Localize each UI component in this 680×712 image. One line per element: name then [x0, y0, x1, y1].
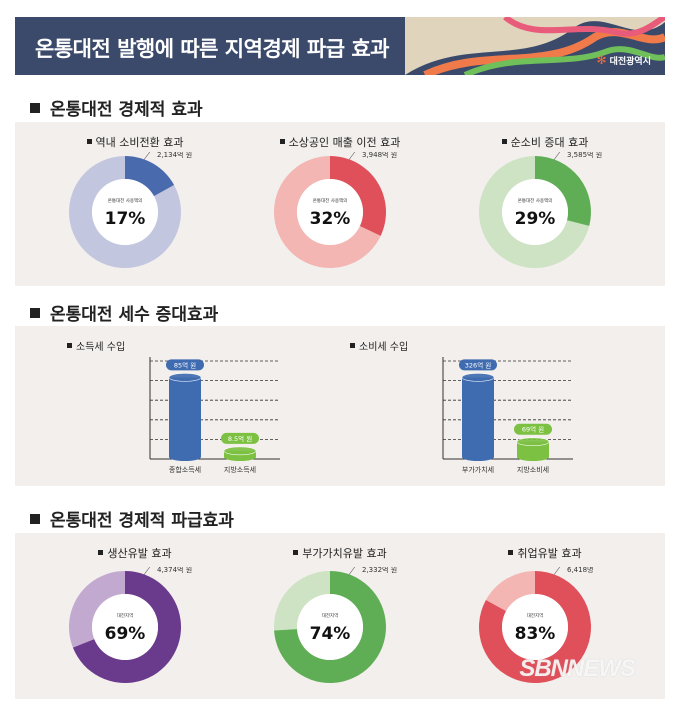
bar-category-label: 지방소득세 — [224, 465, 256, 474]
leader-line — [143, 152, 151, 160]
value-pill — [514, 423, 552, 435]
value-pill — [459, 359, 497, 371]
donut-rest-slice — [274, 156, 381, 268]
donut-value-slice — [125, 156, 175, 197]
center-caption: 대전지역 — [117, 612, 134, 619]
bar-top — [461, 373, 495, 382]
donut-rest-slice — [274, 571, 330, 631]
center-caption: 온통대전 사용액의 — [108, 197, 143, 204]
daejeon-logo-icon: ✻ — [596, 53, 607, 67]
donut-hole — [297, 179, 363, 245]
bar-top — [168, 373, 202, 382]
bar-value-label: 326억 원 — [465, 360, 491, 369]
bar-category-label: 부가가치세 — [462, 465, 494, 474]
donut-value-slice — [330, 156, 386, 236]
donut-rest-slice — [69, 156, 182, 268]
leader-line — [553, 567, 561, 575]
donut-title: 부가가치유발 효과 — [240, 545, 440, 561]
center-percent: 74% — [310, 624, 351, 644]
center-percent: 29% — [515, 209, 556, 229]
sbnnews-watermark: SBNNEWS — [519, 655, 636, 682]
bar-top — [223, 446, 257, 456]
amount-label: 4,374억 원 — [157, 567, 192, 574]
donut-rest-slice — [485, 571, 535, 612]
bar-category-label: 종합소득세 — [169, 465, 201, 474]
donut-hole — [92, 594, 158, 660]
bar-body — [462, 377, 494, 461]
bar-body — [517, 441, 549, 461]
center-percent: 17% — [105, 209, 146, 229]
daejeon-logo: ✻ 대전광역시 — [597, 53, 651, 67]
bar-title-consumption-tax: 소비세 수입 — [350, 338, 408, 353]
bar-top — [516, 437, 550, 447]
donut-title: 역내 소비전환 효과 — [35, 134, 235, 150]
donut-rest-slice — [69, 571, 125, 648]
center-caption: 온통대전 사용액의 — [313, 197, 348, 204]
center-caption: 대전지역 — [527, 612, 544, 619]
leader-line — [553, 152, 561, 160]
donut-title: 취업유발 효과 — [445, 545, 645, 561]
amount-label: 3,585억 원 — [567, 152, 602, 159]
donut-hole — [92, 179, 158, 245]
donut-hole — [502, 594, 568, 660]
bar-value-label: 8.5억 원 — [228, 434, 252, 443]
leader-line — [348, 152, 356, 160]
donut-title: 소상공인 매출 이전 효과 — [240, 134, 440, 150]
donut-value-slice — [479, 571, 591, 683]
bar-value-label: 69억 원 — [522, 425, 544, 434]
section-title-ripple-effect: 온통대전 경제적 파급효과 — [30, 506, 234, 531]
amount-label: 2,332억 원 — [362, 567, 397, 574]
amount-label: 3,948억 원 — [362, 152, 397, 159]
leader-line — [348, 567, 356, 575]
donut-hole — [502, 179, 568, 245]
section-title-economic-effect: 온통대전 경제적 효과 — [30, 95, 203, 120]
ribbon-decoration — [405, 17, 665, 75]
center-caption: 대전지역 — [322, 612, 339, 619]
donut-value-slice — [274, 571, 386, 683]
bar-title-income-tax: 소득세 수입 — [67, 338, 125, 353]
amount-label: 6,418명 — [567, 567, 593, 574]
leader-line — [143, 567, 151, 575]
page-title: 온통대전 발행에 따른 지역경제 파급 효과 — [35, 37, 390, 61]
center-percent: 69% — [105, 624, 146, 644]
donut-rest-slice — [479, 156, 590, 268]
center-percent: 83% — [515, 624, 556, 644]
bar-category-label: 지방소비세 — [517, 465, 549, 474]
center-percent: 32% — [310, 209, 351, 229]
donut-hole — [297, 594, 363, 660]
amount-label: 2,134억 원 — [157, 152, 192, 159]
bar-body — [169, 377, 201, 461]
donut-title: 생산유발 효과 — [35, 545, 235, 561]
header-banner: 온통대전 발행에 따른 지역경제 파급 효과 ✻ 대전광역시 — [15, 17, 665, 75]
center-caption: 온통대전 사용액의 — [518, 197, 553, 204]
donut-value-slice — [535, 156, 591, 226]
value-pill — [221, 432, 259, 444]
donut-title: 순소비 증대 효과 — [445, 134, 645, 150]
value-pill — [166, 359, 204, 371]
section-title-tax-revenue: 온통대전 세수 증대효과 — [30, 300, 218, 325]
bar-value-label: 85억 원 — [174, 360, 196, 369]
logo-text: 대전광역시 — [609, 56, 651, 67]
donut-value-slice — [72, 571, 182, 683]
